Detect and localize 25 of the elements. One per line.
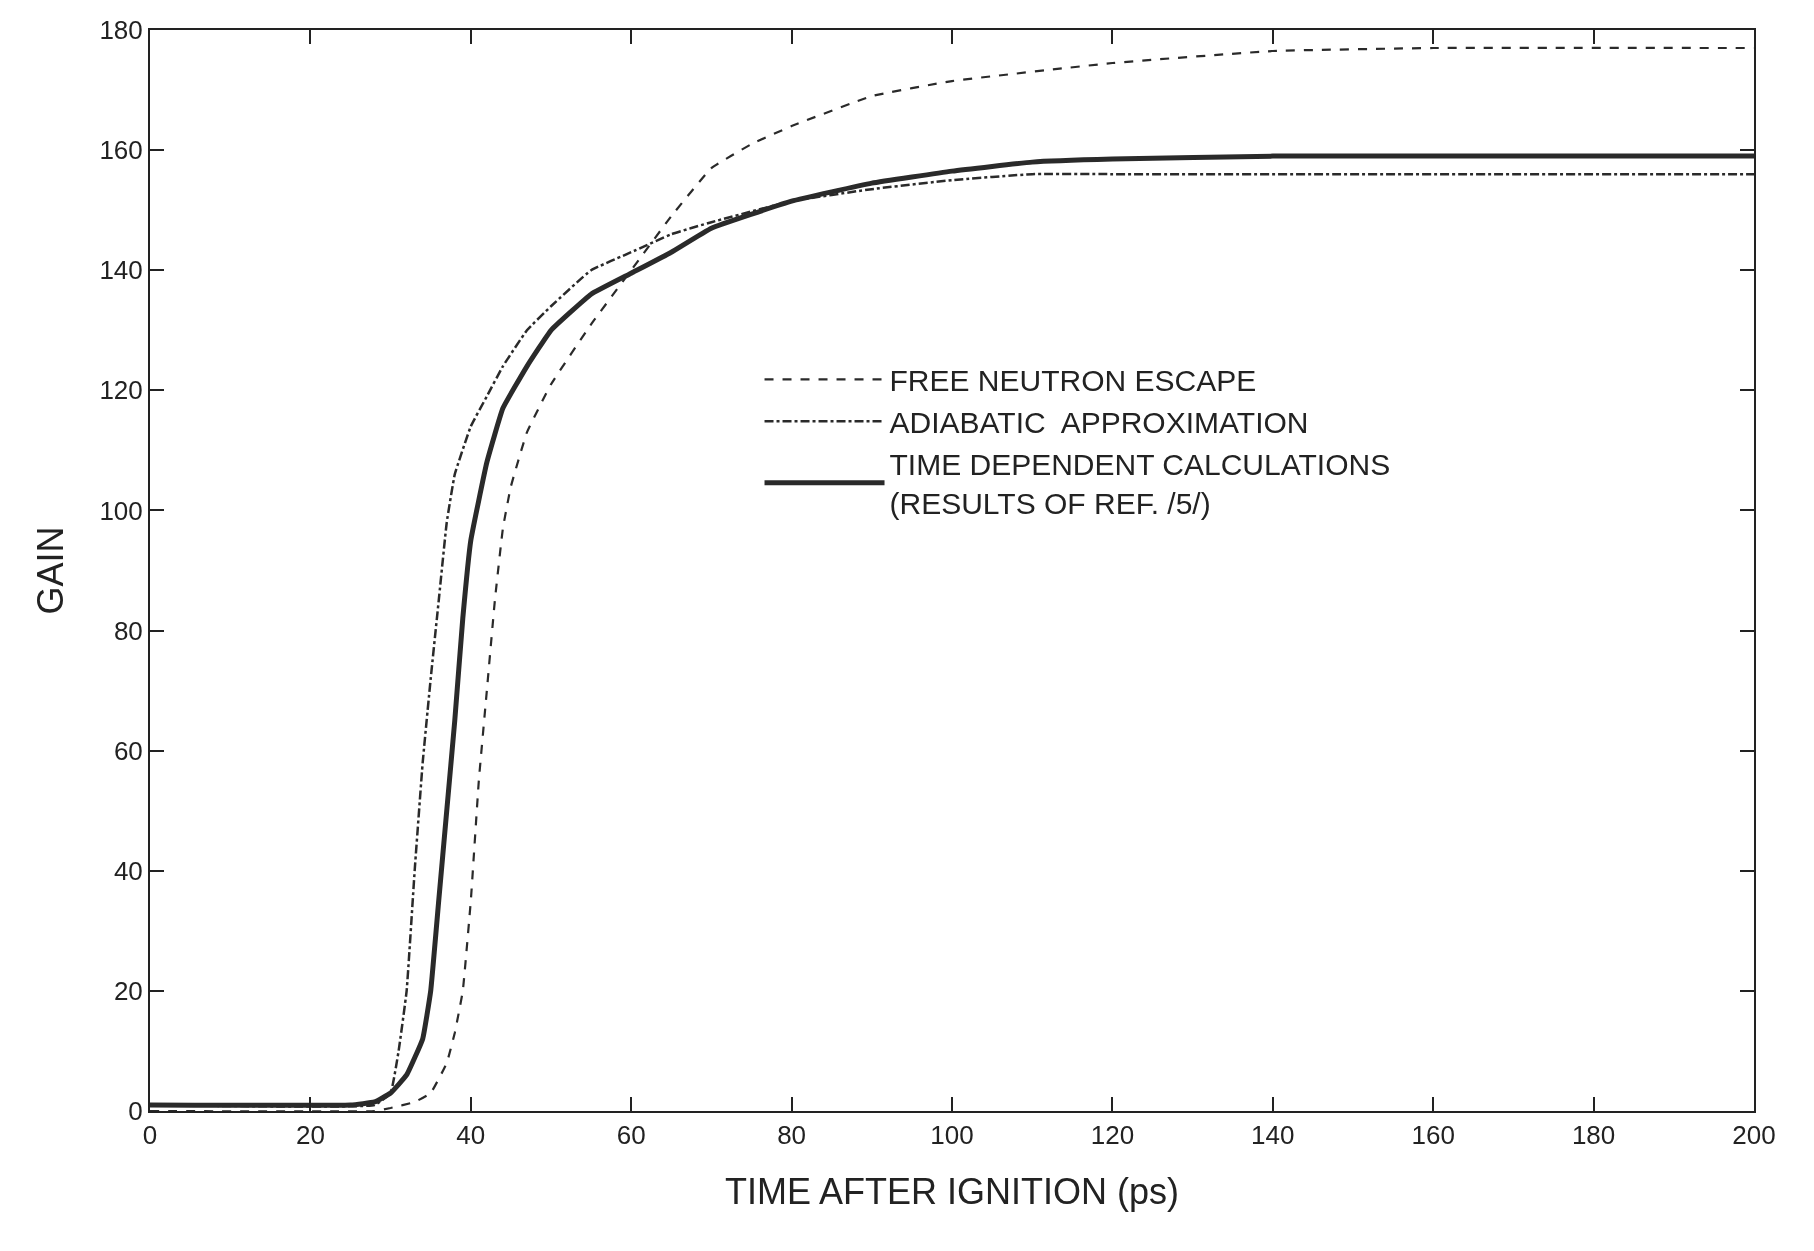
x-tick-label: 60 [616, 1120, 646, 1151]
x-tick-label: 20 [295, 1120, 325, 1151]
x-axis-title: TIME AFTER IGNITION (ps) [724, 1171, 1180, 1213]
y-tick-label: 120 [99, 375, 143, 406]
y-tick-label: 160 [99, 135, 143, 166]
x-tick-label: 40 [456, 1120, 486, 1151]
y-tick-label: 80 [113, 615, 143, 646]
legend-label: ADIABATIC APPROXIMATION [889, 405, 1309, 439]
y-tick-label: 100 [99, 495, 143, 526]
y-tick-label: 180 [99, 15, 143, 46]
x-tick-label: 100 [930, 1120, 974, 1151]
x-tick-label: 160 [1411, 1120, 1455, 1151]
y-tick-label: 20 [113, 975, 143, 1006]
x-tick-label: 140 [1251, 1120, 1295, 1151]
x-tick-label: 80 [777, 1120, 807, 1151]
y-tick-label: 140 [99, 255, 143, 286]
y-axis-title: GAIN [29, 526, 71, 615]
x-tick-label: 200 [1732, 1120, 1776, 1151]
y-tick-label: 40 [113, 855, 143, 886]
legend-label: TIME DEPENDENT CALCULATIONS (RESULTS OF REF. /5/) [889, 447, 1391, 520]
x-tick-label: 120 [1090, 1120, 1135, 1151]
legend-label: FREE NEUTRON ESCAPE [889, 363, 1257, 397]
x-tick-label: 180 [1571, 1120, 1616, 1151]
y-tick-label: 60 [113, 735, 143, 766]
y-tick-label: 0 [128, 1096, 143, 1127]
